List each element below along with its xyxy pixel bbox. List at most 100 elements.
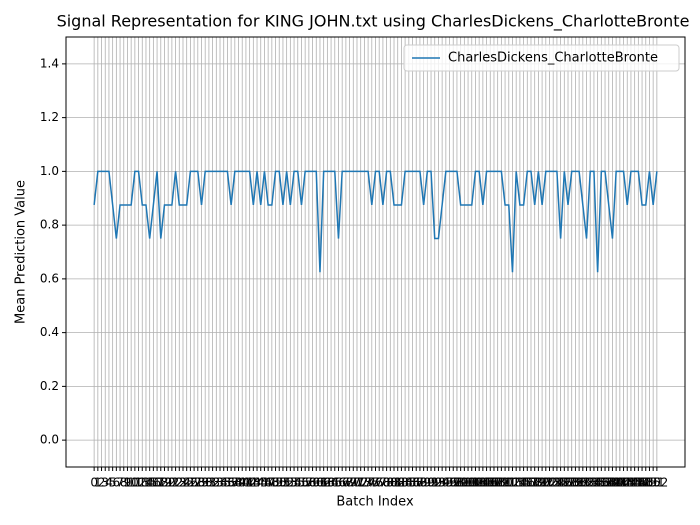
x-tick-label: 78 (375, 476, 390, 490)
x-tick-label: 87 (409, 476, 424, 490)
x-tick-label: 133 (575, 476, 598, 490)
x-tick-label: 57 (298, 476, 313, 490)
x-tick-label: 93 (431, 476, 446, 490)
x-tick-label: 110 (490, 476, 513, 490)
x-tick-label: 101 (457, 476, 480, 490)
x-tick-label: 112 (497, 476, 520, 490)
x-tick-label: 80 (383, 476, 398, 490)
x-tick-label: 48 (264, 476, 279, 490)
plot-frame (65, 36, 686, 468)
x-tick-label: 146 (623, 476, 646, 490)
x-tick-label: 14 (138, 476, 153, 490)
x-axis-label: Batch Index (336, 495, 414, 510)
x-tick-label: 144 (616, 476, 639, 490)
x-tick-label: 27 (186, 476, 201, 490)
x-tick-label: 42 (242, 476, 257, 490)
x-tick-label: 44 (249, 476, 264, 490)
x-tick-label: 76 (368, 476, 383, 490)
x-tick-label: 0 (90, 476, 98, 490)
x-tick-label: 124 (542, 476, 565, 490)
x-tick-label: 20 (161, 476, 176, 490)
x-tick-label: 32 (205, 476, 220, 490)
x-tick-label: 69 (342, 476, 357, 490)
x-tick-label: 134 (579, 476, 602, 490)
x-tick-label: 150 (638, 476, 661, 490)
y-tick-label: 0.6 (40, 271, 59, 285)
x-tick-label: 41 (238, 476, 253, 490)
data-line (93, 170, 658, 273)
x-tick-label: 66 (331, 476, 346, 490)
x-tick-label: 130 (564, 476, 587, 490)
x-tick-label: 145 (619, 476, 642, 490)
x-tick-label: 79 (379, 476, 394, 490)
x-tick-label: 73 (357, 476, 372, 490)
x-tick-label: 10 (124, 476, 139, 490)
x-tick-label: 22 (168, 476, 183, 490)
x-tick-label: 123 (538, 476, 561, 490)
x-tick-label: 127 (553, 476, 576, 490)
x-tick-label: 72 (353, 476, 368, 490)
x-tick-label: 40 (235, 476, 250, 490)
x-tick-label: 90 (420, 476, 435, 490)
x-tick-label: 135 (582, 476, 605, 490)
x-tick-label: 83 (394, 476, 409, 490)
x-tick-label: 149 (634, 476, 657, 490)
x-tick-label: 97 (446, 476, 461, 490)
x-tick-label: 45 (253, 476, 268, 490)
x-tick-label: 26 (183, 476, 198, 490)
y-tick-label: 1.4 (40, 56, 59, 70)
x-tick-label: 84 (397, 476, 412, 490)
x-tick-label: 142 (608, 476, 631, 490)
x-tick-label: 143 (612, 476, 635, 490)
x-tick-label: 36 (220, 476, 235, 490)
x-tick-label: 54 (286, 476, 301, 490)
x-tick-label: 67 (335, 476, 350, 490)
x-tick-label: 35 (216, 476, 231, 490)
x-tick-label: 17 (149, 476, 164, 490)
x-tick-label: 96 (442, 476, 457, 490)
x-tick-label: 89 (416, 476, 431, 490)
x-tick-label: 95 (438, 476, 453, 490)
x-tick-label: 151 (642, 476, 665, 490)
x-tick-label: 55 (290, 476, 305, 490)
x-tick-label: 62 (316, 476, 331, 490)
x-tick-label: 5 (109, 476, 117, 490)
x-tick-label: 106 (475, 476, 498, 490)
x-tick-label: 64 (323, 476, 338, 490)
x-tick-label: 68 (338, 476, 353, 490)
x-tick-label: 74 (360, 476, 375, 490)
x-tick-label: 85 (401, 476, 416, 490)
x-tick-label: 59 (305, 476, 320, 490)
x-tick-label: 51 (275, 476, 290, 490)
x-tick-label: 138 (594, 476, 617, 490)
x-tick-label: 108 (483, 476, 506, 490)
y-tick-label: 1.0 (40, 164, 59, 178)
x-tick-label: 104 (468, 476, 491, 490)
x-tick-label: 28 (190, 476, 205, 490)
x-tick-label: 139 (597, 476, 620, 490)
x-tick-label: 148 (631, 476, 654, 490)
x-tick-label: 52 (279, 476, 294, 490)
x-tick-label: 77 (372, 476, 387, 490)
x-tick-label: 3 (101, 476, 109, 490)
x-tick-label: 94 (434, 476, 449, 490)
x-tick-label: 6 (113, 476, 121, 490)
x-tick-label: 49 (268, 476, 283, 490)
x-tick-label: 71 (349, 476, 364, 490)
x-tick-label: 4 (105, 476, 113, 490)
x-tick-label: 118 (520, 476, 543, 490)
x-tick-label: 60 (309, 476, 324, 490)
x-tick-label: 16 (146, 476, 161, 490)
x-tick-label: 56 (294, 476, 309, 490)
x-tick-label: 31 (201, 476, 216, 490)
x-tick-label: 30 (198, 476, 213, 490)
x-tick-label: 18 (153, 476, 168, 490)
legend: CharlesDickens_CharlotteBronte (403, 44, 680, 72)
chart-title: Signal Representation for KING JOHN.txt … (57, 12, 690, 32)
x-tick-label: 126 (549, 476, 572, 490)
x-tick-label: 37 (223, 476, 238, 490)
x-tick-label: 109 (486, 476, 509, 490)
x-tick-label: 91 (423, 476, 438, 490)
x-tick-label: 61 (312, 476, 327, 490)
